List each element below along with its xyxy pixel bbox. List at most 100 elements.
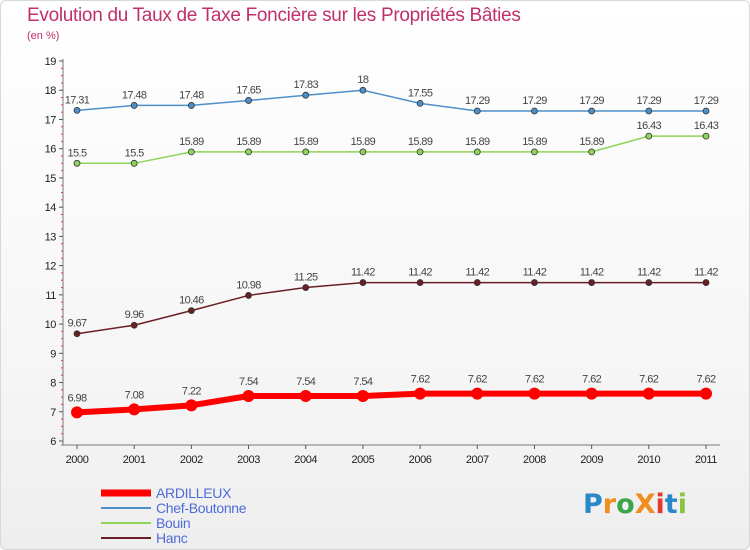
data-label-bouin: 15.5 [67,147,86,159]
data-label-hanc: 11.42 [523,267,547,279]
data-point-ardilleux [528,387,541,400]
data-label-chef-boutonne: 17.65 [236,84,261,96]
legend-label-bouin: Bouin [156,515,190,531]
y-tick-label: 16 [45,144,57,156]
data-label-chef-boutonne: 17.29 [637,95,662,107]
data-point-chef-boutonne [531,107,538,115]
data-point-chef-boutonne [302,91,310,99]
data-label-chef-boutonne: 17.29 [465,95,490,107]
y-tick-label: 17 [45,114,57,126]
data-label-ardilleux: 7.54 [353,376,372,388]
data-point-hanc [130,321,138,329]
data-label-chef-boutonne: 17.48 [122,89,147,101]
y-minor-tick [61,374,63,376]
data-point-bouin [73,159,81,167]
data-label-chef-boutonne: 17.29 [579,95,604,107]
data-point-chef-boutonne [473,107,481,115]
data-point-ardilleux [414,387,427,400]
y-minor-tick [61,67,63,69]
logo-letter: i [677,489,687,520]
y-minor-tick [61,389,63,391]
data-point-hanc [416,279,424,286]
data-point-ardilleux [356,389,369,402]
data-label-hanc: 11.42 [351,267,375,279]
y-minor-tick [61,213,63,215]
y-minor-tick [61,82,63,84]
data-point-bouin [302,148,310,156]
data-point-chef-boutonne [702,107,710,115]
chart-title: Evolution du Taux de Taxe Foncière sur l… [27,5,521,26]
data-point-chef-boutonne [645,107,653,115]
data-point-hanc [302,284,310,291]
y-tick-label: 14 [45,202,57,214]
y-minor-tick [61,360,63,362]
data-point-bouin [187,148,195,156]
y-minor-tick [61,104,63,106]
y-minor-tick [61,250,63,252]
x-tick-label: 2006 [409,454,432,466]
data-point-chef-boutonne [130,102,138,109]
logo-letter: o [616,489,635,520]
data-label-ardilleux: 7.62 [468,374,487,386]
data-point-chef-boutonne [588,107,596,115]
data-label-bouin: 15.89 [293,136,318,148]
unit-label: (en %) [27,30,60,42]
y-minor-tick [61,279,63,281]
data-label-chef-boutonne: 17.31 [65,94,90,106]
data-point-ardilleux [700,387,712,400]
y-tick-label: 19 [45,56,57,68]
x-tick-label: 2003 [237,454,260,466]
data-label-ardilleux: 7.54 [296,376,315,388]
y-minor-tick [61,243,63,245]
y-minor-tick [61,287,63,289]
y-minor-tick [61,111,63,113]
data-label-ardilleux: 7.62 [525,374,544,386]
data-label-chef-boutonne: 17.83 [293,79,318,91]
data-point-chef-boutonne [73,107,81,114]
y-minor-tick [61,155,63,157]
x-tick-label: 2002 [180,454,203,466]
x-tick-label: 2007 [466,454,489,466]
data-label-bouin: 15.89 [408,136,433,148]
data-point-ardilleux [242,389,255,402]
data-label-bouin: 15.89 [179,136,204,148]
y-minor-tick [61,75,63,77]
data-point-hanc [588,279,596,286]
y-minor-tick [61,301,63,303]
data-point-hanc [359,279,367,286]
data-label-ardilleux: 7.08 [125,389,144,401]
data-label-hanc: 9.67 [67,318,86,330]
y-minor-tick [61,345,63,347]
data-label-hanc: 10.46 [179,295,204,307]
series-line-hanc [76,281,706,335]
data-point-bouin [645,132,653,140]
data-label-ardilleux: 7.62 [639,374,658,386]
data-point-bouin [245,148,252,156]
data-point-hanc [645,279,653,286]
data-point-ardilleux [299,389,312,402]
x-tick-label: 2000 [66,454,89,466]
data-point-bouin [359,148,367,156]
data-label-hanc: 11.42 [694,267,718,279]
legend-label-chef-boutonne: Chef-Boutonne [156,500,247,516]
data-point-bouin [473,148,481,156]
data-point-ardilleux [128,403,141,416]
data-point-hanc [187,307,195,315]
data-point-chef-boutonne [245,97,252,104]
data-label-chef-boutonne: 17.29 [522,95,547,107]
data-point-hanc [73,330,81,338]
y-minor-tick [61,308,63,310]
data-label-hanc: 9.96 [125,309,144,321]
data-point-chef-boutonne [416,99,424,107]
data-label-ardilleux: 7.62 [582,374,601,386]
y-tick-label: 10 [45,319,57,331]
x-tick-label: 2004 [294,454,317,466]
y-minor-tick [61,257,63,259]
data-point-chef-boutonne [187,102,195,109]
data-point-bouin [531,148,538,156]
x-tick-label: 2010 [637,454,660,466]
data-point-ardilleux [471,387,484,400]
data-label-hanc: 11.42 [580,267,604,279]
data-point-hanc [702,279,710,286]
